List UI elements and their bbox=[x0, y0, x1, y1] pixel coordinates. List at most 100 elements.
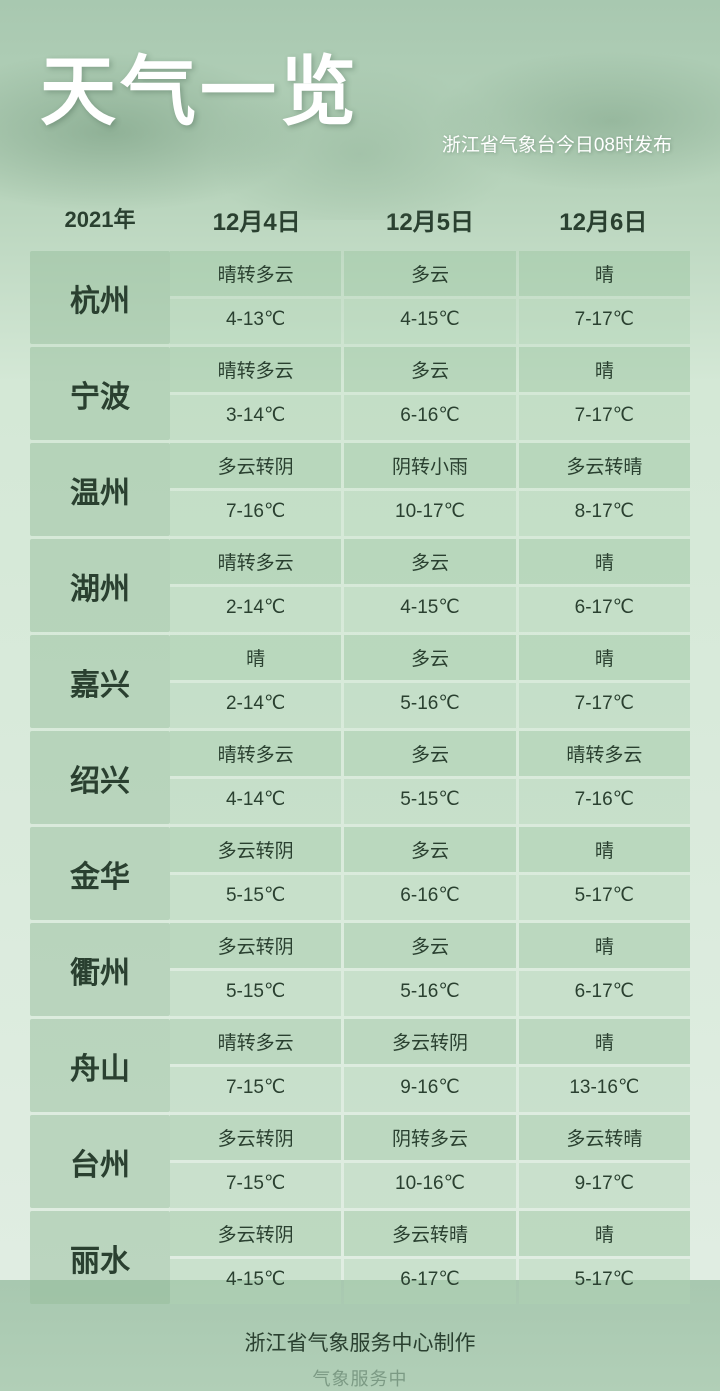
temperature-cell: 9-17℃ bbox=[519, 1163, 690, 1208]
weather-cell: 多云 bbox=[344, 923, 515, 968]
city-row: 舟山晴转多云多云转阴晴 7-15℃9-16℃13-16℃ bbox=[30, 1019, 690, 1112]
weather-cell: 晴 bbox=[519, 539, 690, 584]
temperature-cell: 7-17℃ bbox=[519, 299, 690, 344]
forecast-grid: 多云转阴阴转小雨多云转晴 7-16℃10-17℃8-17℃ bbox=[170, 443, 690, 536]
publish-info: 浙江省气象台今日08时发布 bbox=[442, 130, 672, 157]
weather-cell: 多云 bbox=[344, 347, 515, 392]
temperature-cell: 7-15℃ bbox=[170, 1067, 341, 1112]
forecast-grid: 晴转多云多云转阴晴 7-15℃9-16℃13-16℃ bbox=[170, 1019, 690, 1112]
weather-cell: 多云 bbox=[344, 539, 515, 584]
weather-cell: 晴转多云 bbox=[170, 251, 341, 296]
temperature-cell: 5-15℃ bbox=[170, 971, 341, 1016]
temperature-cell: 6-16℃ bbox=[344, 395, 515, 440]
weather-cell: 多云转阴 bbox=[170, 443, 341, 488]
weather-cell: 晴 bbox=[519, 635, 690, 680]
forecast-grid: 多云转阴多云晴5-15℃5-16℃6-17℃ bbox=[170, 923, 690, 1016]
weather-cell: 阴转多云 bbox=[344, 1115, 515, 1160]
city-name: 杭州 bbox=[30, 251, 170, 344]
weather-cell: 多云 bbox=[344, 635, 515, 680]
temperature-cell: 6-17℃ bbox=[344, 1259, 515, 1304]
city-row: 杭州晴转多云多云晴4-13℃4-15℃7-17℃ bbox=[30, 251, 690, 344]
temperature-cell: 4-13℃ bbox=[170, 299, 341, 344]
city-row: 台州多云转阴阴转多云多云转晴7-15℃10-16℃9-17℃ bbox=[30, 1115, 690, 1208]
weather-cell: 晴 bbox=[519, 1211, 690, 1256]
weather-cell: 晴 bbox=[519, 347, 690, 392]
footer-credit: 浙江省气象服务中心制作 bbox=[0, 1307, 720, 1365]
weather-cell: 多云转阴 bbox=[170, 827, 341, 872]
weather-cell: 多云 bbox=[344, 251, 515, 296]
temperature-cell: 5-17℃ bbox=[519, 1259, 690, 1304]
temperature-cell: 6-16℃ bbox=[344, 875, 515, 920]
forecast-grid: 晴转多云多云晴 3-14℃6-16℃7-17℃ bbox=[170, 347, 690, 440]
header: 天气一览 浙江省气象台今日08时发布 bbox=[0, 0, 720, 190]
city-row: 温州多云转阴阴转小雨多云转晴 7-16℃10-17℃8-17℃ bbox=[30, 443, 690, 536]
temperature-cell: 7-17℃ bbox=[519, 683, 690, 728]
temperature-cell: 7-16℃ bbox=[519, 779, 690, 824]
temperature-cell: 7-17℃ bbox=[519, 395, 690, 440]
weather-cell: 晴 bbox=[170, 635, 341, 680]
weather-cell: 晴转多云 bbox=[170, 731, 341, 776]
city-name: 湖州 bbox=[30, 539, 170, 632]
temperature-cell: 9-16℃ bbox=[344, 1067, 515, 1112]
temperature-cell: 7-15℃ bbox=[170, 1163, 341, 1208]
forecast-grid: 多云转阴阴转多云多云转晴7-15℃10-16℃9-17℃ bbox=[170, 1115, 690, 1208]
temperature-cell: 4-15℃ bbox=[344, 587, 515, 632]
forecast-grid: 晴转多云多云晴转多云4-14℃5-15℃7-16℃ bbox=[170, 731, 690, 824]
city-name: 丽水 bbox=[30, 1211, 170, 1304]
temperature-cell: 6-17℃ bbox=[519, 587, 690, 632]
temperature-cell: 5-17℃ bbox=[519, 875, 690, 920]
city-row: 衢州多云转阴多云晴5-15℃5-16℃6-17℃ bbox=[30, 923, 690, 1016]
weather-cell: 多云转晴 bbox=[519, 1115, 690, 1160]
city-name: 绍兴 bbox=[30, 731, 170, 824]
city-name: 宁波 bbox=[30, 347, 170, 440]
temperature-cell: 4-15℃ bbox=[170, 1259, 341, 1304]
weather-cell: 多云转阴 bbox=[170, 923, 341, 968]
forecast-grid: 晴转多云多云晴4-13℃4-15℃7-17℃ bbox=[170, 251, 690, 344]
city-row: 湖州晴转多云多云晴 2-14℃4-15℃6-17℃ bbox=[30, 539, 690, 632]
page-title: 天气一览 bbox=[40, 30, 680, 140]
city-name: 金华 bbox=[30, 827, 170, 920]
forecast-grid: 晴多云晴2-14℃5-16℃7-17℃ bbox=[170, 635, 690, 728]
temperature-cell: 4-14℃ bbox=[170, 779, 341, 824]
weather-cell: 多云 bbox=[344, 731, 515, 776]
city-row: 绍兴晴转多云多云晴转多云4-14℃5-15℃7-16℃ bbox=[30, 731, 690, 824]
temperature-cell: 3-14℃ bbox=[170, 395, 341, 440]
weather-cell: 晴转多云 bbox=[170, 347, 341, 392]
forecast-grid: 多云转阴多云晴5-15℃6-16℃5-17℃ bbox=[170, 827, 690, 920]
city-name: 嘉兴 bbox=[30, 635, 170, 728]
temperature-cell: 5-16℃ bbox=[344, 683, 515, 728]
city-name: 衢州 bbox=[30, 923, 170, 1016]
weather-cell: 晴转多云 bbox=[519, 731, 690, 776]
temperature-cell: 13-16℃ bbox=[519, 1067, 690, 1112]
city-row: 丽水多云转阴多云转晴晴 4-15℃6-17℃5-17℃ bbox=[30, 1211, 690, 1304]
weather-cell: 多云 bbox=[344, 827, 515, 872]
weather-cell: 晴 bbox=[519, 251, 690, 296]
temperature-cell: 10-17℃ bbox=[344, 491, 515, 536]
city-name: 温州 bbox=[30, 443, 170, 536]
temperature-cell: 2-14℃ bbox=[170, 587, 341, 632]
temperature-cell: 6-17℃ bbox=[519, 971, 690, 1016]
city-name: 台州 bbox=[30, 1115, 170, 1208]
city-row: 金华多云转阴多云晴5-15℃6-16℃5-17℃ bbox=[30, 827, 690, 920]
weather-cell: 阴转小雨 bbox=[344, 443, 515, 488]
city-name: 舟山 bbox=[30, 1019, 170, 1112]
weather-cell: 晴 bbox=[519, 1019, 690, 1064]
weather-cell: 多云转阴 bbox=[170, 1211, 341, 1256]
temperature-cell: 7-16℃ bbox=[170, 491, 341, 536]
forecast-grid: 晴转多云多云晴 2-14℃4-15℃6-17℃ bbox=[170, 539, 690, 632]
weather-cell: 晴转多云 bbox=[170, 1019, 341, 1064]
forecast-table: 2021年 12月4日 12月5日 12月6日 杭州晴转多云多云晴4-13℃4-… bbox=[0, 190, 720, 1304]
forecast-grid: 多云转阴多云转晴晴 4-15℃6-17℃5-17℃ bbox=[170, 1211, 690, 1304]
weather-cell: 多云转晴 bbox=[344, 1211, 515, 1256]
weather-cell: 多云转阴 bbox=[344, 1019, 515, 1064]
temperature-cell: 5-15℃ bbox=[344, 779, 515, 824]
watermark-text: 气象服务中 bbox=[0, 1365, 720, 1391]
weather-cell: 晴转多云 bbox=[170, 539, 341, 584]
temperature-cell: 8-17℃ bbox=[519, 491, 690, 536]
city-row: 嘉兴晴多云晴2-14℃5-16℃7-17℃ bbox=[30, 635, 690, 728]
weather-cell: 多云转晴 bbox=[519, 443, 690, 488]
temperature-cell: 5-16℃ bbox=[344, 971, 515, 1016]
temperature-cell: 2-14℃ bbox=[170, 683, 341, 728]
temperature-cell: 10-16℃ bbox=[344, 1163, 515, 1208]
city-row: 宁波晴转多云多云晴 3-14℃6-16℃7-17℃ bbox=[30, 347, 690, 440]
